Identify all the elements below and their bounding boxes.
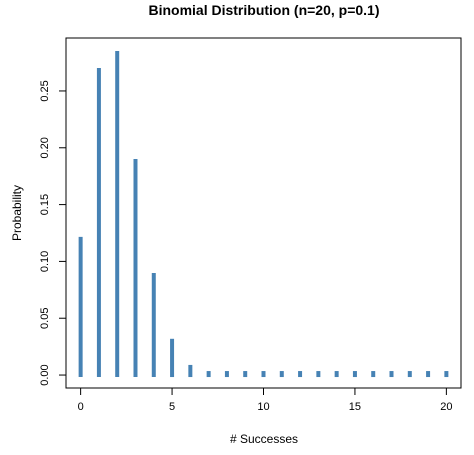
y-tick-label-2: 0.10 bbox=[39, 251, 51, 272]
plot-frame bbox=[65, 37, 462, 389]
x-tick-label-20: 20 bbox=[440, 401, 452, 413]
x-tick-label-5: 5 bbox=[169, 401, 175, 413]
y-axis: 0.00 0.05 0.10 0.15 0.20 0.25 bbox=[39, 80, 67, 386]
x-tick-label-10: 10 bbox=[257, 401, 269, 413]
y-tick-label-4: 0.20 bbox=[39, 137, 51, 158]
y-tick-label-0: 0.00 bbox=[39, 364, 51, 385]
y-tick-label-5: 0.25 bbox=[39, 80, 51, 101]
x-axis-label: # Successes bbox=[230, 432, 298, 446]
bar-group bbox=[78, 50, 449, 378]
x-tick-label-15: 15 bbox=[349, 401, 361, 413]
y-axis-label: Probability bbox=[10, 185, 24, 241]
chart-title: Binomial Distribution (n=20, p=0.1) bbox=[148, 2, 379, 18]
y-tick-label-3: 0.15 bbox=[39, 194, 51, 215]
x-tick-label-0: 0 bbox=[78, 401, 84, 413]
y-tick-label-1: 0.05 bbox=[39, 308, 51, 329]
x-axis: 0 5 10 15 20 bbox=[78, 387, 452, 413]
